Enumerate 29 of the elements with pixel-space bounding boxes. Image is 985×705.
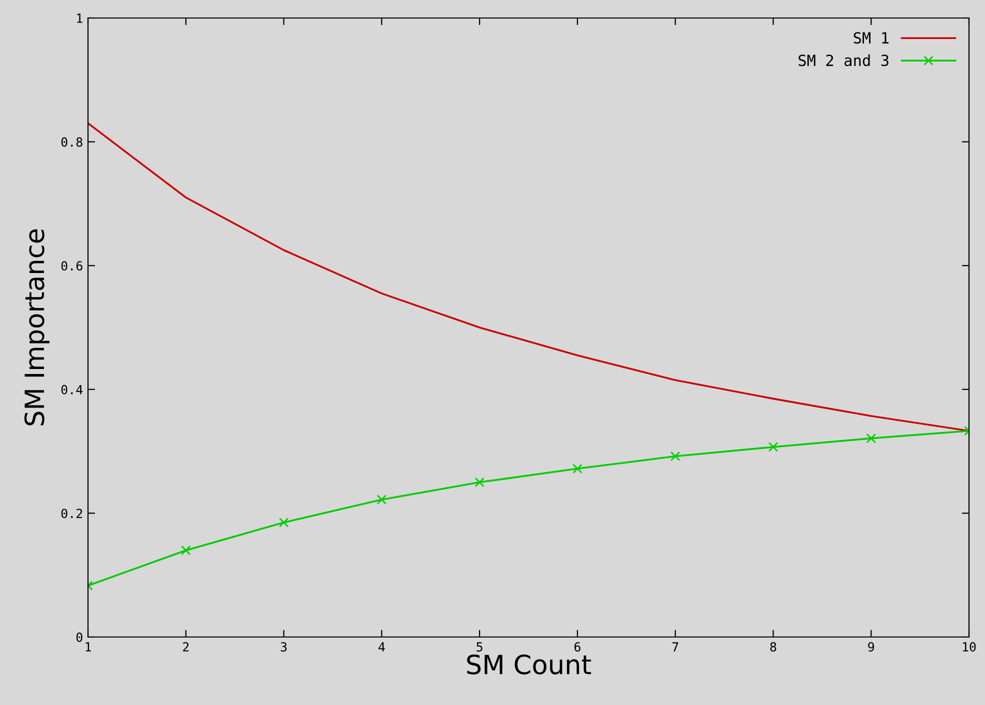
point xyxy=(181,545,191,556)
x-tick-label: 3 xyxy=(280,642,287,652)
point xyxy=(572,464,582,474)
x-tick-label: 6 xyxy=(574,642,580,652)
legend-label: SM 2 and 3 xyxy=(798,54,888,66)
legend-label: SM 1 xyxy=(854,32,889,44)
x-tick-label: 5 xyxy=(476,642,482,652)
line-series xyxy=(88,122,969,432)
x-axis-title: SM Count xyxy=(467,654,592,674)
y-tick-label: 0 xyxy=(76,632,82,642)
y-tick-label: 0.6 xyxy=(61,261,82,271)
y-tick-label: 0.2 xyxy=(61,508,82,518)
y-tick-label: 1 xyxy=(77,14,82,23)
x-tick-label: 9 xyxy=(868,642,874,652)
x-tick-label: 4 xyxy=(378,642,385,652)
point xyxy=(376,494,387,504)
x-tick-label: 8 xyxy=(770,642,776,652)
point xyxy=(474,477,484,488)
y-tick-label: 0.8 xyxy=(61,137,82,147)
x-tick-label: 2 xyxy=(183,642,189,652)
y-tick-label: 0.4 xyxy=(61,384,83,394)
x-tick-label: 7 xyxy=(672,642,678,652)
x-tick-label: 1 xyxy=(86,642,91,652)
point xyxy=(670,451,680,462)
point xyxy=(278,518,289,528)
x-tick-label: 10 xyxy=(962,642,976,652)
y-axis-title: SM Importance xyxy=(24,229,50,426)
point xyxy=(768,442,778,452)
point xyxy=(866,433,876,444)
